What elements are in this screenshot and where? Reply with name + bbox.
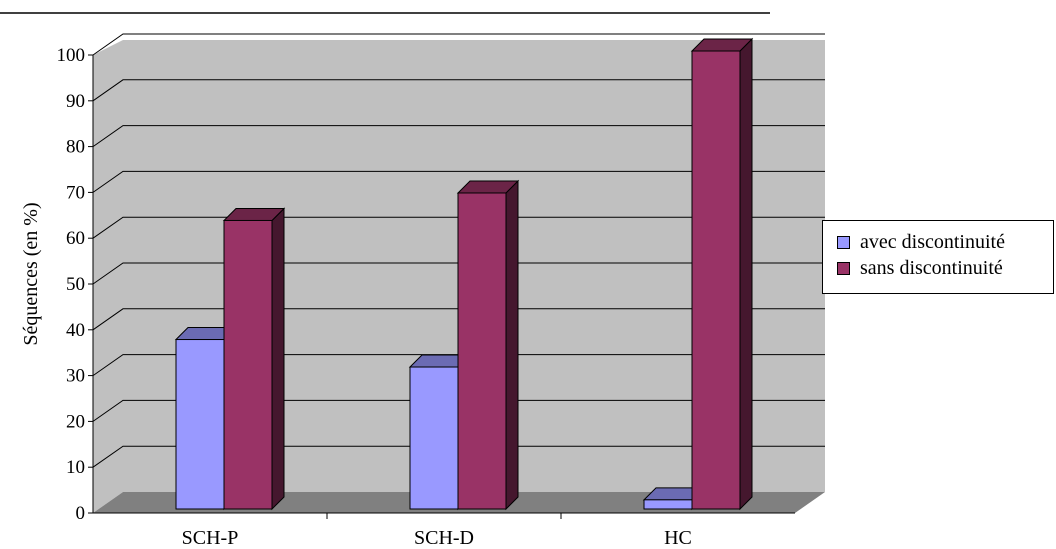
gridline xyxy=(92,262,825,285)
y-tick-label: 70 xyxy=(66,182,85,203)
legend-swatch-sans-discontinuite xyxy=(837,261,850,275)
gridline xyxy=(92,399,825,422)
y-tick-label: 60 xyxy=(66,228,85,249)
legend-label-avec-discontinuite: avec discontinuité xyxy=(860,230,1005,253)
x-tick-label: HC xyxy=(664,527,692,549)
legend-item-avec-discontinuite: avec discontinuité xyxy=(837,229,1053,255)
gridline xyxy=(92,33,825,56)
legend: avec discontinuité sans discontinuité xyxy=(822,220,1054,294)
gridline xyxy=(92,125,825,148)
legend-swatch-avec-discontinuite xyxy=(837,235,850,249)
bar-front xyxy=(409,366,459,510)
bar-front xyxy=(457,192,507,510)
bar-side xyxy=(505,179,519,511)
gridline xyxy=(92,445,825,468)
y-axis-ticks: 0 10 20 30 40 50 60 70 80 90 100 xyxy=(57,45,93,524)
y-tick-label: 90 xyxy=(66,91,85,112)
bar xyxy=(222,207,286,511)
bar xyxy=(456,179,520,511)
x-axis-ticks: SCH-P SCH-D HC xyxy=(182,513,692,549)
legend-label-sans-discontinuite: sans discontinuité xyxy=(860,256,1003,279)
gridline xyxy=(92,216,825,239)
y-tick-label: 50 xyxy=(66,274,85,295)
y-tick-label: 0 xyxy=(76,503,86,524)
side-wall xyxy=(93,40,123,513)
legend-item-sans-discontinuite: sans discontinuité xyxy=(837,255,1053,281)
bar xyxy=(690,37,754,511)
x-tick-label: SCH-P xyxy=(182,527,239,549)
y-tick-label: 10 xyxy=(66,457,85,478)
gridline xyxy=(92,354,825,377)
y-tick-label: 80 xyxy=(66,137,85,158)
bar-front xyxy=(223,219,273,510)
gridline xyxy=(92,308,825,331)
y-tick-label: 100 xyxy=(57,45,86,66)
bar-front xyxy=(691,50,741,510)
gridlines xyxy=(92,33,825,468)
y-axis-title: Séquences (en %) xyxy=(20,202,42,345)
gridline xyxy=(92,170,825,193)
bar-front xyxy=(175,339,225,510)
y-tick-label: 40 xyxy=(66,320,85,341)
bars xyxy=(174,37,754,511)
bar-side xyxy=(739,37,753,511)
gridline xyxy=(92,79,825,102)
bar-front xyxy=(643,499,693,510)
bar-side xyxy=(271,207,285,511)
y-tick-label: 30 xyxy=(66,366,85,387)
x-tick-label: SCH-D xyxy=(414,527,474,549)
y-tick-label: 20 xyxy=(66,411,85,432)
